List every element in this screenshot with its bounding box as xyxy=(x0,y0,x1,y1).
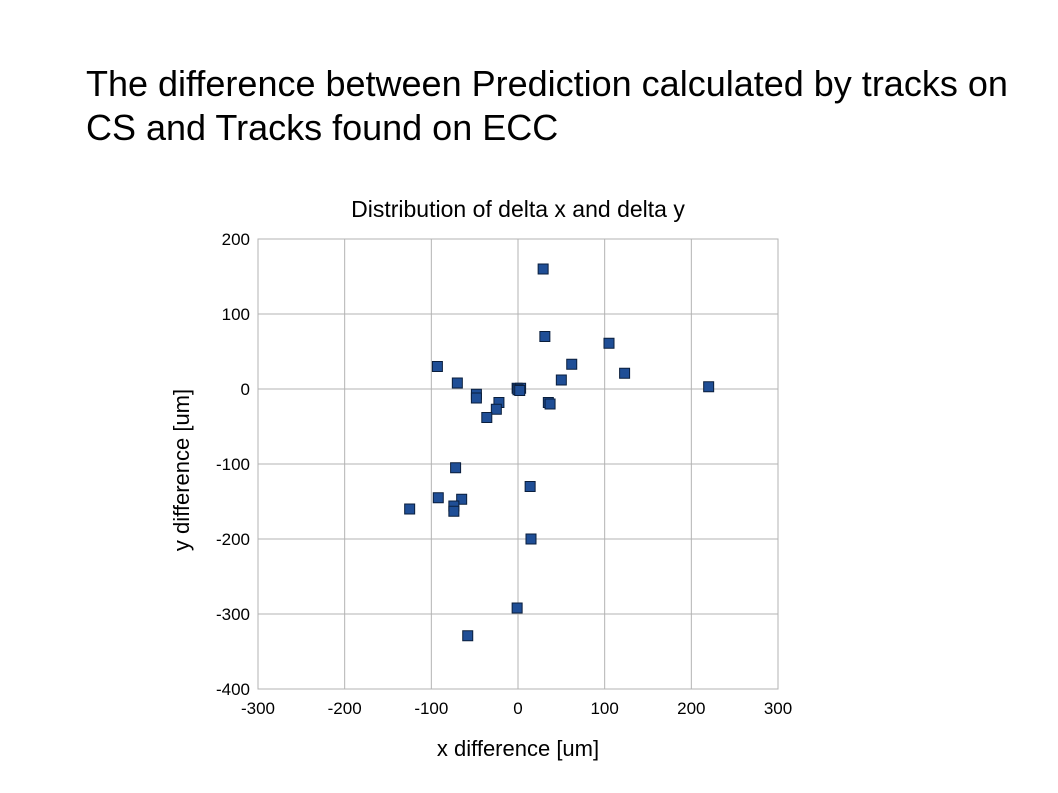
data-point xyxy=(451,377,463,389)
data-point xyxy=(456,493,468,505)
data-point xyxy=(490,403,502,415)
data-point xyxy=(514,385,526,396)
x-tick-label: 200 xyxy=(677,699,705,718)
y-tick-label: -100 xyxy=(216,455,250,474)
data-point xyxy=(537,263,549,275)
chart-title: Distribution of delta x and delta y xyxy=(351,196,685,222)
data-point xyxy=(603,337,615,349)
y-tick-label: -400 xyxy=(216,680,250,699)
grid-lines xyxy=(257,238,779,690)
data-point xyxy=(525,533,537,545)
y-tick-label: -300 xyxy=(216,605,250,624)
plot-area xyxy=(257,238,779,690)
x-tick-label: 100 xyxy=(590,699,618,718)
data-points xyxy=(404,263,715,642)
y-tick-label: -200 xyxy=(216,530,250,549)
data-point xyxy=(511,602,523,614)
data-point xyxy=(404,503,416,515)
data-point xyxy=(566,358,578,370)
x-tick-label: -300 xyxy=(241,699,275,718)
data-point xyxy=(544,398,556,410)
data-point xyxy=(703,381,715,393)
y-tick-label: 0 xyxy=(241,380,250,399)
y-axis-label: y difference [um] xyxy=(169,389,194,551)
data-point xyxy=(450,462,462,474)
x-tick-label: -100 xyxy=(414,699,448,718)
x-tick-label: 0 xyxy=(513,699,522,718)
y-tick-label: 100 xyxy=(222,305,250,324)
data-point xyxy=(432,492,444,504)
data-point xyxy=(470,392,482,404)
x-tick-label: 300 xyxy=(764,699,792,718)
x-axis-label: x difference [um] xyxy=(437,736,599,761)
data-point xyxy=(555,374,567,386)
slide-title: The difference between Prediction calcul… xyxy=(86,63,1008,148)
y-tick-label: 200 xyxy=(222,230,250,249)
data-point xyxy=(462,630,474,642)
data-point xyxy=(619,367,631,379)
data-point xyxy=(539,331,551,342)
data-point xyxy=(524,481,536,492)
data-point xyxy=(431,361,443,372)
x-tick-label: -200 xyxy=(328,699,362,718)
data-point xyxy=(448,505,460,517)
data-point xyxy=(481,412,493,423)
